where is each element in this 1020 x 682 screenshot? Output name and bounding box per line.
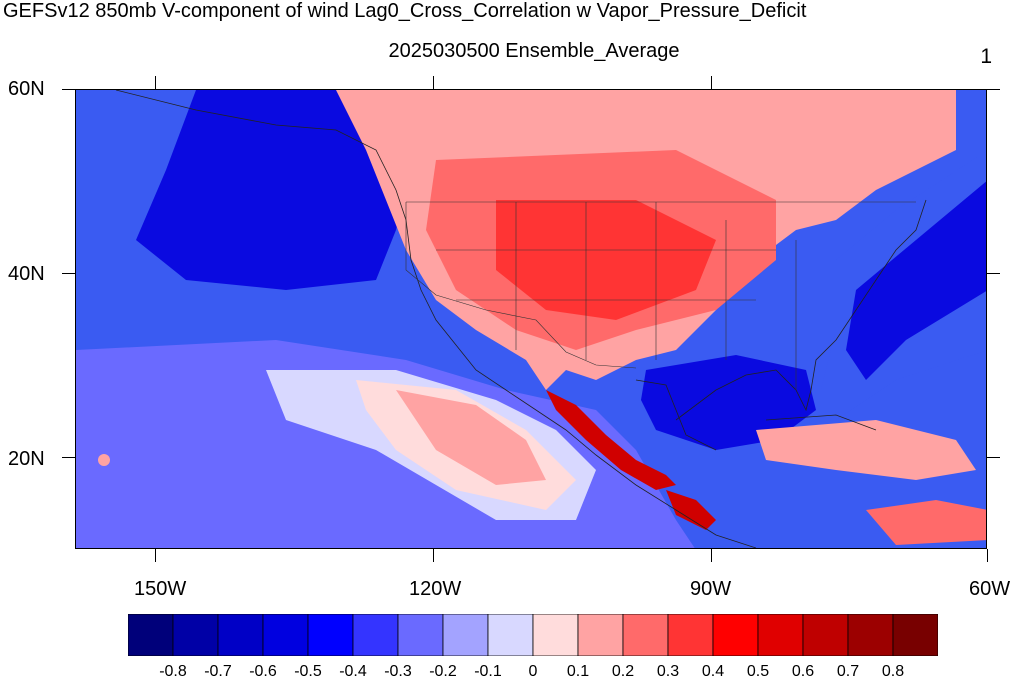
lon-label-150w: 150W — [134, 578, 187, 600]
colorbar-tick-label: -0.3 — [384, 663, 412, 680]
south-caribbean-red — [866, 500, 986, 545]
colorbar-box — [532, 614, 579, 656]
colorbar-tick-label: -0.8 — [159, 663, 187, 680]
colorbar-box — [622, 614, 669, 656]
colorbar-box — [487, 614, 534, 656]
plot-subtitle: 2025030500 Ensemble_Average — [388, 40, 680, 62]
colorbar-tick-label: 0.7 — [836, 663, 860, 680]
strong-red-mexico — [546, 390, 676, 490]
colorbar-box — [128, 614, 174, 656]
map-field — [76, 90, 986, 548]
caribbean-red — [756, 420, 976, 480]
strong-red-central-america — [666, 490, 716, 530]
lat-label-60n: 60N — [8, 78, 45, 100]
gulf-deep-blue — [641, 355, 816, 450]
colorbar-box — [712, 614, 759, 656]
colorbar-tick-label: -0.6 — [249, 663, 277, 680]
light-red-pacific — [396, 390, 546, 485]
colorbar-tick-label: 0.2 — [611, 663, 635, 680]
colorbar-tick-label: 0.1 — [566, 663, 590, 680]
colorbar-box — [262, 614, 309, 656]
colorbar-tick-label: -0.4 — [339, 663, 367, 680]
colorbar-box — [667, 614, 714, 656]
colorbar-tick-label: 0.6 — [791, 663, 815, 680]
colorbar — [128, 614, 938, 656]
colorbar-box — [172, 614, 219, 656]
colorbar-tick-label: 0.3 — [656, 663, 680, 680]
lat-label-40n: 40N — [8, 263, 45, 285]
colorbar-tick-label: 0.8 — [881, 663, 905, 680]
colorbar-box — [577, 614, 624, 656]
lon-label-60w: 60W — [969, 578, 1011, 600]
colorbar-box — [442, 614, 489, 656]
lon-label-90w: 90W — [690, 578, 732, 600]
colorbar-box — [847, 614, 894, 656]
colorbar-tick-label: 0.4 — [701, 663, 725, 680]
coastlines — [115, 90, 927, 548]
lon-label-120w: 120W — [409, 578, 462, 600]
political-borders — [405, 201, 916, 390]
colorbar-box — [397, 614, 444, 656]
colorbar-box — [217, 614, 264, 656]
colorbar-tick-label: 0.5 — [746, 663, 770, 680]
correlation-map — [75, 89, 987, 549]
colorbar-box — [307, 614, 354, 656]
atlantic-deep-blue — [846, 181, 986, 380]
colorbar-box — [757, 614, 804, 656]
deep-blue-pacific — [136, 90, 416, 290]
plot-title: GEFSv12 850mb V-component of wind Lag0_C… — [3, 0, 807, 22]
colorbar-tick-label: -0.5 — [294, 663, 322, 680]
panel-number: 1 — [980, 45, 992, 68]
colorbar-tick-label: -0.1 — [474, 663, 502, 680]
hawaii-patch — [98, 454, 110, 466]
lat-label-20n: 20N — [8, 448, 45, 470]
colorbar-box — [802, 614, 849, 656]
colorbar-tick-label: -0.7 — [204, 663, 232, 680]
colorbar-tick-label: -0.2 — [429, 663, 457, 680]
colorbar-box — [352, 614, 399, 656]
colorbar-tick-label: 0 — [528, 663, 538, 680]
red-core-land — [496, 200, 716, 320]
colorbar-box — [892, 614, 938, 656]
